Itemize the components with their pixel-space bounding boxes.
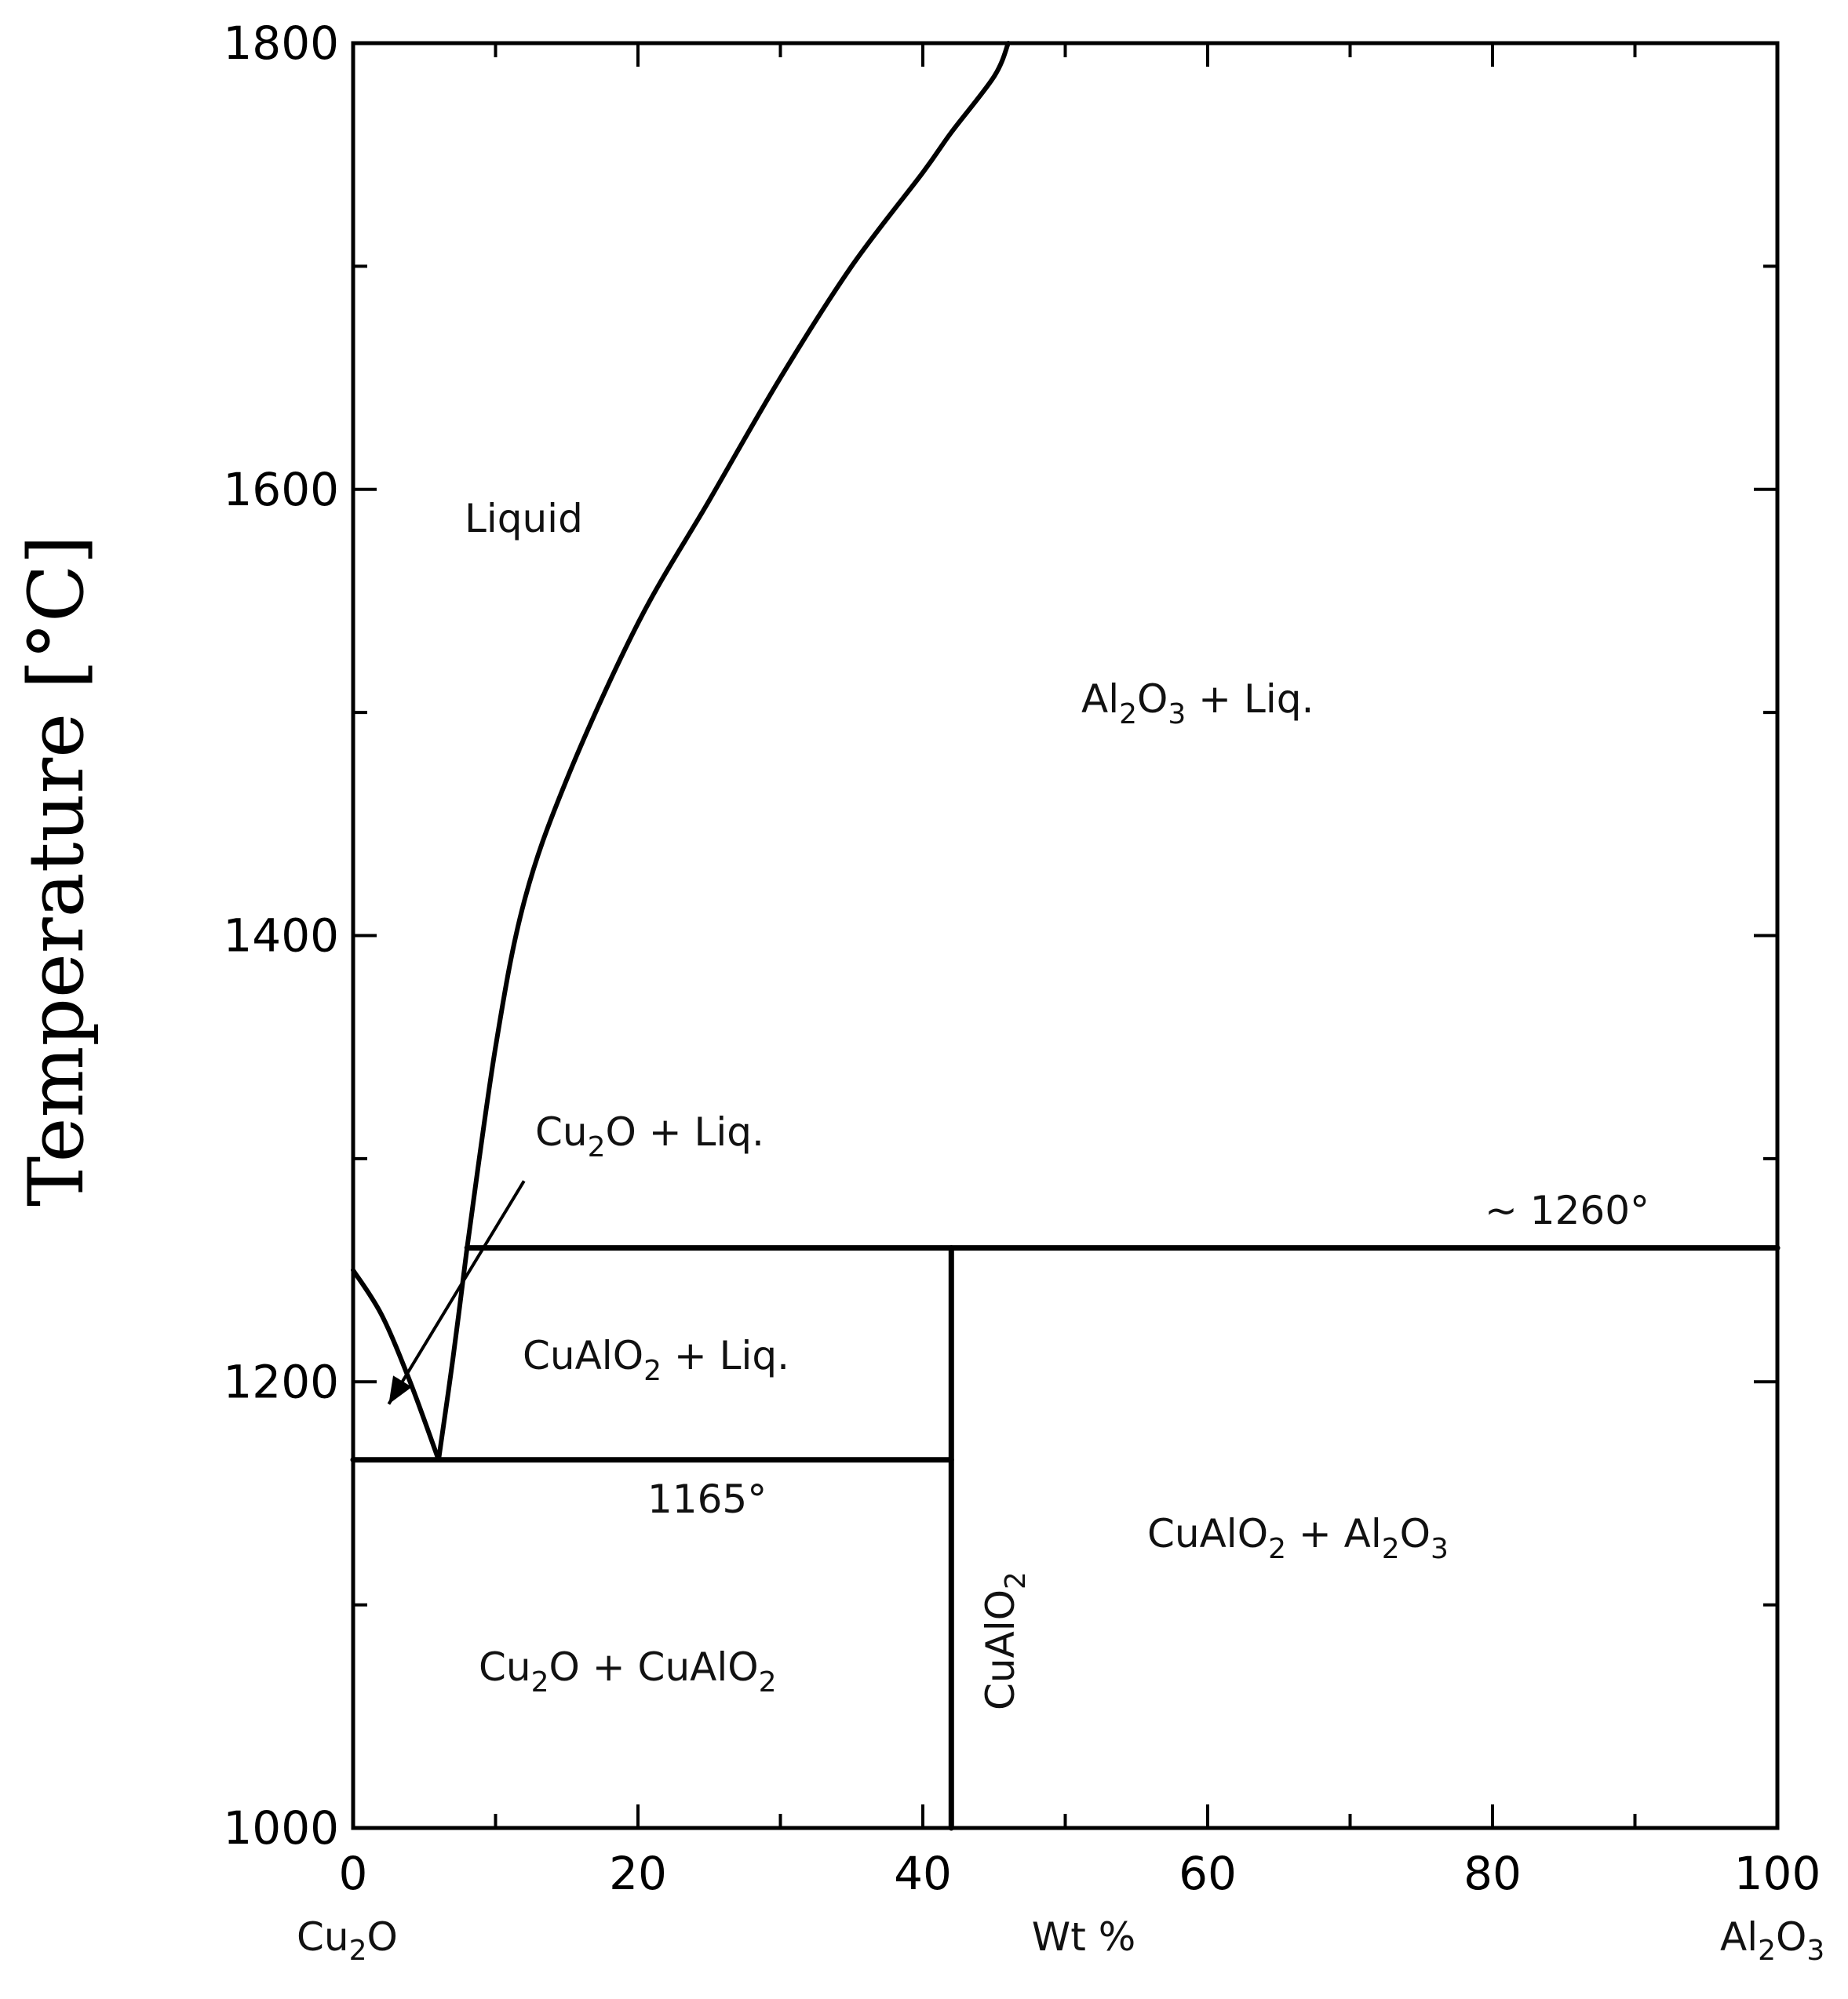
x-tick-label: 20	[609, 1847, 667, 1900]
region-label-cualo2-al2o3: CuAlO2 + Al2O3	[1147, 1511, 1449, 1565]
x-tick-label: 60	[1179, 1847, 1237, 1900]
y-tick-label: 1800	[223, 16, 339, 70]
phase-boundaries	[350, 41, 1781, 1831]
x-tick-label: 0	[339, 1847, 368, 1900]
x-end-label-right: Al2O3	[1720, 1914, 1824, 1967]
y-axis-label: Temperature [°C]	[13, 535, 100, 1207]
pointer-arrow	[387, 1180, 526, 1405]
liquidus-al2o3	[465, 41, 1011, 1251]
region-label-cu2o-cualo2: Cu2O + CuAlO2	[479, 1644, 777, 1699]
x-tick-label: 100	[1734, 1847, 1821, 1900]
y-tick-label: 1200	[223, 1355, 339, 1408]
y-tick-label: 1400	[223, 909, 339, 963]
region-label-liquid: Liquid	[465, 496, 583, 541]
x-tick-labels: 0 20 40 60 80 100	[339, 1847, 1821, 1900]
pointer-arrowhead	[388, 1375, 412, 1404]
x-tick-label: 80	[1463, 1847, 1522, 1900]
x-axis-label: Wt %	[1032, 1914, 1135, 1960]
region-label-cualo2-liq: CuAlO2 + Liq.	[523, 1333, 789, 1387]
y-tick-label: 1600	[223, 463, 339, 516]
compound-label-cualo2-vertical: CuAlO2	[978, 1571, 1032, 1710]
region-label-al2o3-liq: Al2O3 + Liq.	[1081, 676, 1314, 730]
temperature-label-1260: ~ 1260°	[1485, 1188, 1649, 1233]
y-tick-labels: 1000 1200 1400 1600 1800	[223, 16, 339, 1855]
pointer-shaft	[387, 1180, 526, 1405]
x-tick-label: 40	[894, 1847, 952, 1900]
plot-frame	[351, 41, 1780, 1830]
temperature-label-1165: 1165°	[647, 1476, 767, 1522]
axis-ticks	[352, 42, 1779, 1830]
region-label-cu2o-liq: Cu2O + Liq.	[535, 1109, 764, 1163]
liquidus-cu2o	[351, 1268, 441, 1462]
liquidus-cualo2	[436, 1245, 470, 1462]
y-tick-label: 1000	[223, 1801, 339, 1855]
x-end-label-left: Cu2O	[297, 1914, 398, 1967]
